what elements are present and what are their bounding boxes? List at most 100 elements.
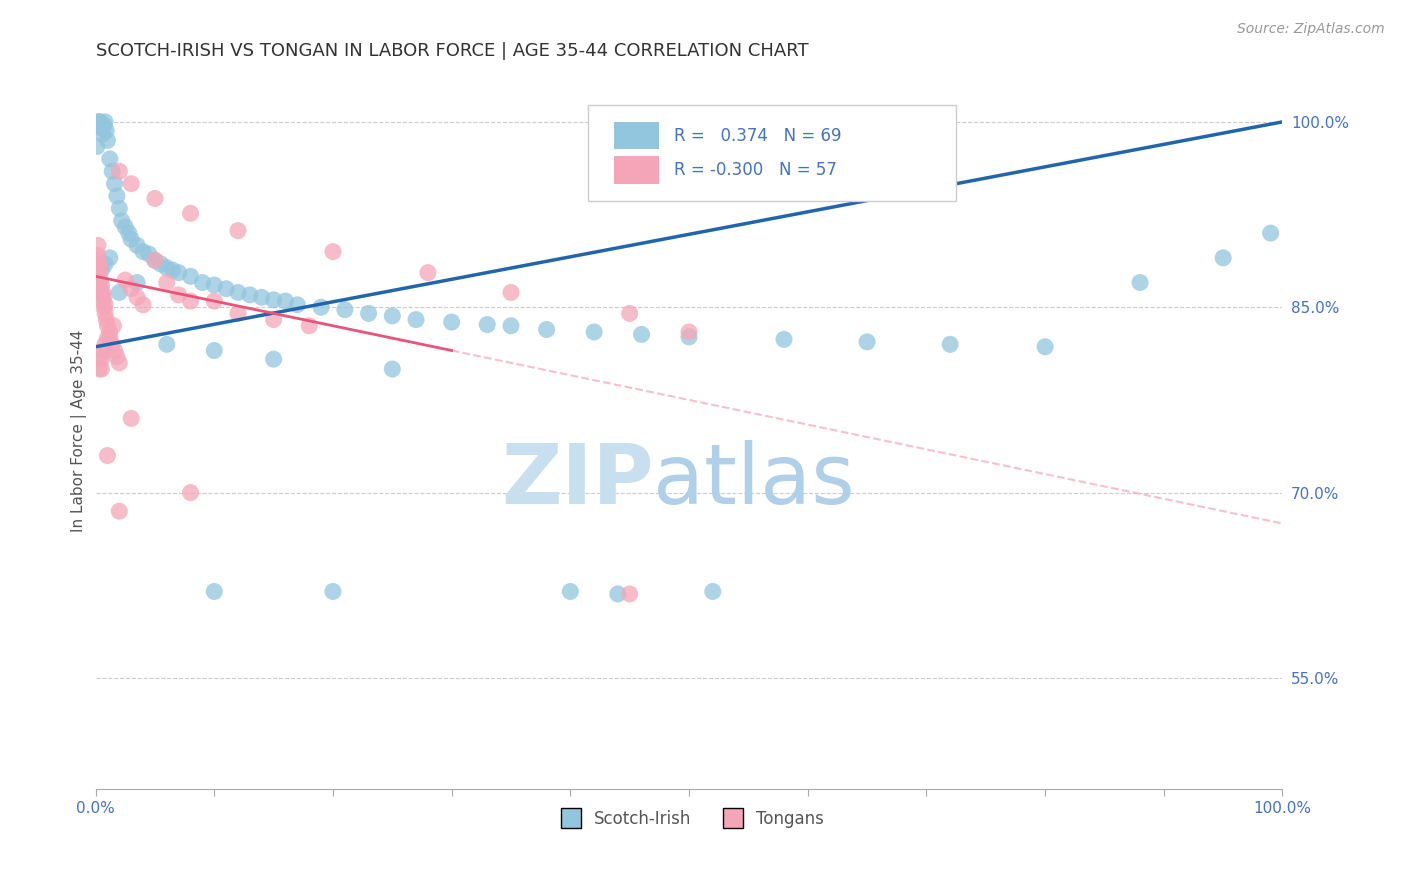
Point <box>89 266 111 280</box>
Point <box>678 330 700 344</box>
Point <box>381 362 404 376</box>
Point <box>114 219 136 234</box>
Point <box>87 115 110 129</box>
Point <box>773 332 796 346</box>
Point <box>381 309 404 323</box>
Point <box>89 260 111 275</box>
Point <box>98 331 121 345</box>
Point <box>162 263 184 277</box>
Point <box>619 306 641 320</box>
Point <box>108 164 131 178</box>
Point <box>98 251 121 265</box>
Point <box>1129 276 1152 290</box>
Point <box>101 164 124 178</box>
Point <box>226 306 249 320</box>
FancyBboxPatch shape <box>588 104 956 202</box>
Point <box>309 300 332 314</box>
Point <box>226 285 249 300</box>
Text: Source: ZipAtlas.com: Source: ZipAtlas.com <box>1237 22 1385 37</box>
Point <box>86 269 108 284</box>
Point <box>120 411 142 425</box>
Point <box>108 202 131 216</box>
Point <box>1212 251 1234 265</box>
Point <box>357 306 380 320</box>
Point <box>89 115 111 129</box>
Point <box>87 253 110 268</box>
Point <box>96 318 118 333</box>
Point <box>239 288 262 302</box>
Point <box>132 244 155 259</box>
Point <box>94 257 117 271</box>
Point <box>93 290 115 304</box>
Point <box>108 285 131 300</box>
Point <box>202 343 225 358</box>
Text: ZIP: ZIP <box>501 441 654 522</box>
Point <box>120 177 142 191</box>
Point <box>114 273 136 287</box>
Point <box>90 263 112 277</box>
Point <box>98 152 121 166</box>
Point <box>156 260 179 275</box>
Point <box>274 294 297 309</box>
Point <box>143 253 166 268</box>
Point <box>1033 340 1056 354</box>
Point <box>90 362 112 376</box>
Point <box>191 276 214 290</box>
Point <box>180 294 202 309</box>
Point <box>108 504 131 518</box>
Point <box>118 226 141 240</box>
Point <box>89 362 111 376</box>
Point <box>583 325 606 339</box>
Text: atlas: atlas <box>654 441 855 522</box>
Point <box>263 312 285 326</box>
Point <box>86 276 108 290</box>
Point <box>630 327 652 342</box>
Point <box>156 337 179 351</box>
Point <box>202 584 225 599</box>
Point <box>96 312 118 326</box>
Point <box>105 189 128 203</box>
Point <box>1260 226 1282 240</box>
Point <box>89 350 111 364</box>
Point <box>90 352 112 367</box>
Point <box>93 300 115 314</box>
Point <box>127 238 149 252</box>
Point <box>202 277 225 292</box>
Point <box>87 248 110 262</box>
Point <box>536 322 558 336</box>
Point <box>86 139 108 153</box>
Point <box>132 298 155 312</box>
Text: R =   0.374   N = 69: R = 0.374 N = 69 <box>673 127 841 145</box>
Point <box>180 206 202 220</box>
Point <box>143 253 166 268</box>
Point <box>180 269 202 284</box>
Bar <box>614 122 659 149</box>
Point <box>90 121 112 136</box>
Point <box>91 127 114 141</box>
Point <box>440 315 463 329</box>
Point <box>101 337 124 351</box>
Point <box>143 192 166 206</box>
Point <box>89 273 111 287</box>
Point <box>90 288 112 302</box>
Point <box>678 325 700 339</box>
Point <box>111 213 134 227</box>
Point <box>127 276 149 290</box>
Legend: Scotch-Irish, Tongans: Scotch-Irish, Tongans <box>547 804 831 835</box>
Point <box>619 587 641 601</box>
Point <box>477 318 499 332</box>
Point <box>499 285 522 300</box>
Point <box>333 302 356 317</box>
Point <box>138 247 160 261</box>
Point <box>202 294 225 309</box>
Point <box>89 282 111 296</box>
Point <box>322 244 344 259</box>
Point <box>167 266 190 280</box>
Point <box>250 290 273 304</box>
Point <box>263 293 285 307</box>
Point <box>98 325 121 339</box>
Point <box>96 331 118 345</box>
Point <box>103 343 125 358</box>
Point <box>94 306 117 320</box>
Bar <box>614 156 659 184</box>
